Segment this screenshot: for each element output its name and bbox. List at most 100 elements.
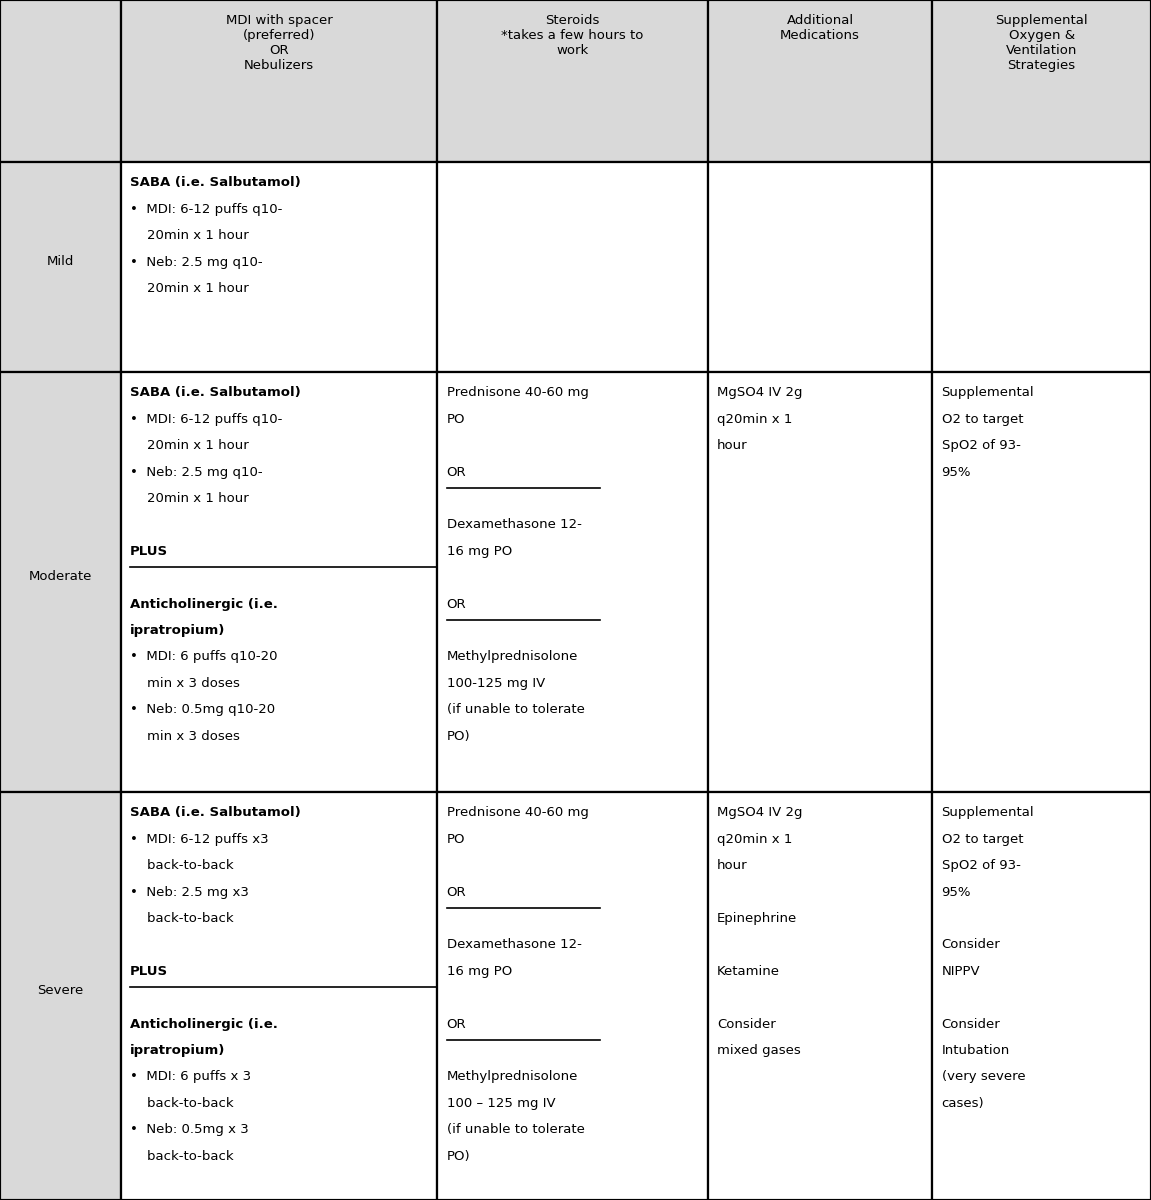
Bar [932, 372, 1151, 792]
Text: 100 – 125 mg IV: 100 – 125 mg IV [447, 1097, 555, 1110]
Text: back-to-back: back-to-back [130, 859, 234, 872]
Bar [437, 372, 708, 792]
Text: min x 3 doses: min x 3 doses [130, 730, 239, 743]
Text: •  Neb: 0.5mg x 3: • Neb: 0.5mg x 3 [130, 1123, 249, 1136]
Text: Supplemental: Supplemental [942, 806, 1034, 820]
Text: Mild: Mild [47, 254, 74, 268]
Text: back-to-back: back-to-back [130, 1150, 234, 1163]
Text: O2 to target: O2 to target [942, 833, 1023, 846]
Bar [437, 0, 708, 162]
Bar [708, 792, 932, 1200]
Text: •  MDI: 6-12 puffs x3: • MDI: 6-12 puffs x3 [130, 833, 268, 846]
Bar [437, 792, 708, 1200]
Text: Consider: Consider [942, 1018, 1000, 1031]
Text: Prednisone 40-60 mg: Prednisone 40-60 mg [447, 806, 588, 820]
Text: SpO2 of 93-: SpO2 of 93- [942, 439, 1021, 452]
Text: Additional
Medications: Additional Medications [780, 14, 860, 42]
Text: Methylprednisolone: Methylprednisolone [447, 650, 578, 664]
Bar [0, 0, 121, 162]
Text: •  MDI: 6 puffs x 3: • MDI: 6 puffs x 3 [130, 1070, 251, 1084]
Text: •  Neb: 2.5 mg x3: • Neb: 2.5 mg x3 [130, 886, 249, 899]
Bar [708, 162, 932, 372]
Text: O2 to target: O2 to target [942, 413, 1023, 426]
Text: •  MDI: 6 puffs q10-20: • MDI: 6 puffs q10-20 [130, 650, 277, 664]
Text: OR: OR [447, 466, 466, 479]
Text: PLUS: PLUS [130, 545, 168, 558]
Bar [121, 372, 437, 792]
Text: min x 3 doses: min x 3 doses [130, 677, 239, 690]
Text: q20min x 1: q20min x 1 [717, 413, 792, 426]
Text: •  Neb: 2.5 mg q10-: • Neb: 2.5 mg q10- [130, 466, 262, 479]
Text: PO): PO) [447, 730, 471, 743]
Bar [932, 162, 1151, 372]
Bar [437, 162, 708, 372]
Bar [0, 792, 121, 1200]
Bar [121, 162, 437, 372]
Text: Ketamine: Ketamine [717, 965, 780, 978]
Text: q20min x 1: q20min x 1 [717, 833, 792, 846]
Bar [708, 792, 932, 1200]
Text: MDI with spacer
(preferred)
OR
Nebulizers: MDI with spacer (preferred) OR Nebulizer… [226, 14, 333, 72]
Text: Consider: Consider [717, 1018, 776, 1031]
Bar [121, 0, 437, 162]
Text: 20min x 1 hour: 20min x 1 hour [130, 439, 249, 452]
Text: Moderate: Moderate [29, 570, 92, 583]
Bar [121, 792, 437, 1200]
Text: PO): PO) [447, 1150, 471, 1163]
Bar [437, 162, 708, 372]
Text: ipratropium): ipratropium) [130, 1044, 226, 1057]
Bar [708, 162, 932, 372]
Text: 16 mg PO: 16 mg PO [447, 965, 512, 978]
Text: OR: OR [447, 598, 466, 611]
Text: •  MDI: 6-12 puffs q10-: • MDI: 6-12 puffs q10- [130, 413, 282, 426]
Bar [932, 162, 1151, 372]
Text: Dexamethasone 12-: Dexamethasone 12- [447, 938, 581, 952]
Bar [121, 162, 437, 372]
Text: 100-125 mg IV: 100-125 mg IV [447, 677, 544, 690]
Text: Supplemental: Supplemental [942, 386, 1034, 400]
Bar [932, 0, 1151, 162]
Text: SABA (i.e. Salbutamol): SABA (i.e. Salbutamol) [130, 806, 300, 820]
Text: Intubation: Intubation [942, 1044, 1009, 1057]
Bar [932, 792, 1151, 1200]
Bar [0, 372, 121, 792]
Text: Steroids
*takes a few hours to
work: Steroids *takes a few hours to work [502, 14, 643, 58]
Text: Dexamethasone 12-: Dexamethasone 12- [447, 518, 581, 532]
Bar [932, 372, 1151, 792]
Text: Anticholinergic (i.e.: Anticholinergic (i.e. [130, 1018, 277, 1031]
Bar [932, 792, 1151, 1200]
Text: PLUS: PLUS [130, 965, 168, 978]
Text: •  Neb: 0.5mg q10-20: • Neb: 0.5mg q10-20 [130, 703, 275, 716]
Text: Supplemental
Oxygen &
Ventilation
Strategies: Supplemental Oxygen & Ventilation Strate… [996, 14, 1088, 72]
Text: OR: OR [447, 1018, 466, 1031]
Text: back-to-back: back-to-back [130, 912, 234, 925]
Text: •  Neb: 2.5 mg q10-: • Neb: 2.5 mg q10- [130, 256, 262, 269]
Bar [0, 162, 121, 372]
Bar [0, 162, 121, 372]
Text: 20min x 1 hour: 20min x 1 hour [130, 492, 249, 505]
Text: Epinephrine: Epinephrine [717, 912, 798, 925]
Bar [121, 792, 437, 1200]
Text: •  MDI: 6-12 puffs q10-: • MDI: 6-12 puffs q10- [130, 203, 282, 216]
Text: NIPPV: NIPPV [942, 965, 981, 978]
Text: 20min x 1 hour: 20min x 1 hour [130, 229, 249, 242]
Bar [0, 372, 121, 792]
Text: PO: PO [447, 833, 465, 846]
Text: SABA (i.e. Salbutamol): SABA (i.e. Salbutamol) [130, 386, 300, 400]
Bar [437, 0, 708, 162]
Bar [932, 0, 1151, 162]
Bar [708, 372, 932, 792]
Bar [121, 372, 437, 792]
Text: 95%: 95% [942, 886, 971, 899]
Text: SABA (i.e. Salbutamol): SABA (i.e. Salbutamol) [130, 176, 300, 190]
Text: SpO2 of 93-: SpO2 of 93- [942, 859, 1021, 872]
Bar [708, 0, 932, 162]
Text: cases): cases) [942, 1097, 984, 1110]
Bar [121, 0, 437, 162]
Bar [0, 792, 121, 1200]
Text: Prednisone 40-60 mg: Prednisone 40-60 mg [447, 386, 588, 400]
Text: 20min x 1 hour: 20min x 1 hour [130, 282, 249, 295]
Text: MgSO4 IV 2g: MgSO4 IV 2g [717, 386, 802, 400]
Bar [0, 0, 121, 162]
Text: back-to-back: back-to-back [130, 1097, 234, 1110]
